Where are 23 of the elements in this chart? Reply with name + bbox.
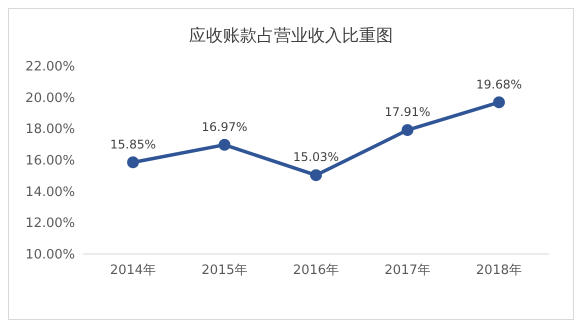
y-tick-label: 22.00% (25, 60, 75, 75)
text: 17.91% (384, 105, 430, 120)
x-tick-label: 2015年 (201, 263, 248, 278)
point (493, 96, 505, 108)
y-tick-label: 12.00% (25, 216, 75, 232)
text: 19.68% (476, 77, 522, 92)
text: 16.97% (202, 120, 248, 134)
x-tick-label: 2018年 (476, 263, 522, 278)
x-tick-label: 2014年 (110, 263, 156, 278)
y-tick-label: 20.00% (25, 90, 75, 106)
y-tick-label: 14.00% (25, 184, 75, 200)
text: 15.03% (293, 150, 339, 164)
point (218, 138, 230, 151)
text: 15.85% (110, 137, 156, 152)
point (402, 124, 414, 136)
x-tick-label: 2016年 (292, 263, 340, 278)
y-tick-label: 16.00% (25, 154, 75, 169)
point (127, 156, 139, 168)
chart-title: 应收账款占营业收入比重图 (189, 26, 393, 46)
y-tick-label: 10.00% (25, 248, 75, 263)
y-tick-label: 18.00% (25, 122, 75, 138)
point (310, 169, 322, 182)
x-tick-label: 2017年 (384, 263, 431, 278)
